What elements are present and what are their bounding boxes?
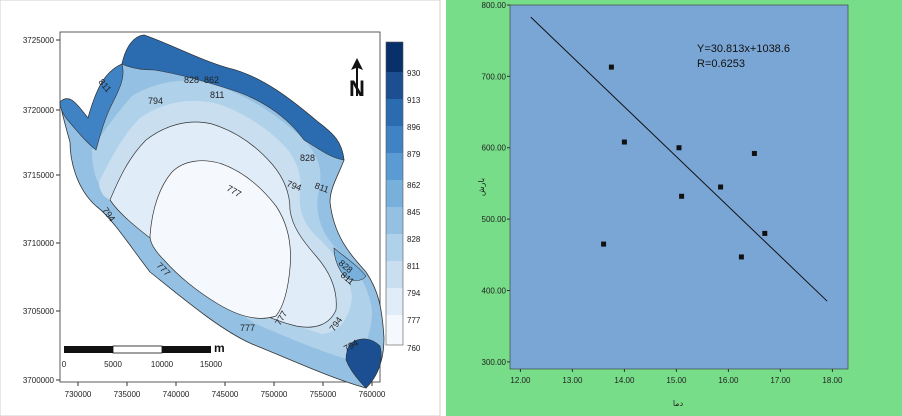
data-point bbox=[601, 241, 607, 247]
map-legend: 930 913 896 879 862 845 828 811 794 777 … bbox=[385, 41, 421, 353]
y-tick-label: 300.00 bbox=[482, 358, 507, 367]
x-axis-label: دما bbox=[673, 399, 684, 408]
plot-area bbox=[509, 4, 849, 370]
scale-label: 15000 bbox=[200, 360, 223, 369]
map-x-ticks: 730000 735000 740000 745000 750000 75500… bbox=[65, 382, 386, 399]
scatter-points bbox=[601, 64, 768, 260]
legend-swatch bbox=[386, 153, 403, 180]
north-arrow-icon: N bbox=[349, 58, 365, 101]
map-y-tick: 3715000 bbox=[23, 171, 55, 180]
region-high-northwest bbox=[59, 63, 124, 151]
region-high-east bbox=[333, 247, 367, 281]
legend-label: 930 bbox=[407, 69, 421, 78]
scale-bar: m 0 5000 10000 15000 bbox=[62, 341, 225, 369]
y-tick-label: 600.00 bbox=[482, 144, 507, 153]
map-x-tick: 730000 bbox=[65, 390, 92, 399]
x-tick-label: 12.00 bbox=[510, 376, 531, 385]
legend-label: 828 bbox=[407, 235, 421, 244]
x-tick-label: 14.00 bbox=[614, 376, 635, 385]
legend-label: 845 bbox=[407, 208, 421, 217]
x-tick-label: 15.00 bbox=[666, 376, 687, 385]
north-label: N bbox=[349, 76, 365, 101]
map-x-tick: 760000 bbox=[359, 390, 386, 399]
legend-swatch bbox=[386, 180, 403, 207]
y-axis-ticks: 300.00 400.00 500.00 600.00 700.00 800.0… bbox=[482, 1, 510, 367]
scatter-panel: 300.00 400.00 500.00 600.00 700.00 800.0… bbox=[446, 0, 902, 416]
scale-label: 10000 bbox=[151, 360, 174, 369]
contour-label: 828 bbox=[300, 153, 315, 163]
region-high-southeast bbox=[345, 338, 382, 389]
legend-swatch bbox=[386, 72, 403, 99]
scale-unit: m bbox=[214, 341, 225, 355]
map-y-tick: 3725000 bbox=[23, 36, 55, 45]
contour-label: 862 bbox=[204, 75, 219, 85]
map-x-tick: 745000 bbox=[212, 390, 239, 399]
data-point bbox=[608, 64, 614, 70]
map-y-tick: 3720000 bbox=[23, 106, 55, 115]
legend-swatch bbox=[386, 126, 403, 153]
y-tick-label: 800.00 bbox=[482, 1, 507, 10]
contour-label: 828 bbox=[184, 75, 199, 85]
y-axis-label: بارش bbox=[477, 178, 486, 196]
regression-line bbox=[530, 16, 828, 302]
y-tick-label: 400.00 bbox=[482, 286, 507, 295]
legend-swatch bbox=[386, 315, 403, 345]
legend-swatch bbox=[386, 261, 403, 288]
x-tick-label: 16.00 bbox=[718, 376, 739, 385]
legend-label: 794 bbox=[407, 289, 421, 298]
map-y-tick: 3700000 bbox=[23, 376, 55, 385]
map-x-tick: 735000 bbox=[114, 390, 141, 399]
data-point bbox=[676, 145, 682, 151]
map-y-tick: 3710000 bbox=[23, 239, 55, 248]
map-high-bands bbox=[59, 34, 382, 389]
data-point bbox=[679, 193, 685, 199]
legend-label: 913 bbox=[407, 96, 421, 105]
legend-label: 862 bbox=[407, 181, 421, 190]
map-contour-fill bbox=[59, 34, 385, 389]
scale-label: 0 bbox=[62, 360, 67, 369]
legend-label: 811 bbox=[407, 262, 420, 271]
x-tick-label: 18.00 bbox=[822, 376, 843, 385]
region-band-777 bbox=[149, 160, 291, 319]
legend-swatch bbox=[386, 288, 403, 315]
contour-label: 794 bbox=[285, 178, 303, 193]
map-x-tick: 755000 bbox=[310, 390, 337, 399]
legend-swatch bbox=[386, 207, 403, 234]
contour-label: 794 bbox=[148, 96, 163, 106]
x-axis-ticks: 12.00 13.00 14.00 15.00 16.00 17.00 18.0… bbox=[510, 369, 843, 385]
legend-swatches bbox=[385, 41, 404, 346]
data-point bbox=[738, 254, 744, 260]
legend-swatch bbox=[386, 234, 403, 261]
data-point bbox=[718, 184, 724, 190]
data-point bbox=[751, 150, 757, 156]
scale-label: 5000 bbox=[104, 360, 122, 369]
legend-swatch bbox=[386, 42, 403, 72]
x-tick-label: 13.00 bbox=[562, 376, 583, 385]
y-tick-label: 700.00 bbox=[482, 72, 507, 81]
y-tick-label: 500.00 bbox=[482, 215, 507, 224]
data-point bbox=[762, 230, 768, 236]
map-y-ticks: 3725000 3720000 3715000 3710000 3705000 … bbox=[23, 36, 60, 385]
legend-label: 896 bbox=[407, 123, 421, 132]
map-x-tick: 750000 bbox=[261, 390, 288, 399]
contour-label: 777 bbox=[240, 323, 255, 333]
contour-map-panel: 3725000 3720000 3715000 3710000 3705000 … bbox=[0, 0, 441, 416]
data-point bbox=[621, 139, 627, 145]
map-y-tick: 3705000 bbox=[23, 307, 55, 316]
legend-label: 777 bbox=[407, 316, 421, 325]
contour-label: 811 bbox=[210, 90, 224, 100]
legend-label: 879 bbox=[407, 150, 421, 159]
legend-swatch bbox=[386, 99, 403, 126]
regression-equation: Y=30.813x+1038.6 bbox=[697, 43, 790, 55]
contour-label: 811 bbox=[313, 180, 330, 194]
correlation-value: R=0.6253 bbox=[697, 58, 745, 70]
x-tick-label: 17.00 bbox=[770, 376, 791, 385]
region-high-north bbox=[121, 34, 345, 161]
legend-label: 760 bbox=[407, 344, 421, 353]
map-x-tick: 740000 bbox=[163, 390, 190, 399]
